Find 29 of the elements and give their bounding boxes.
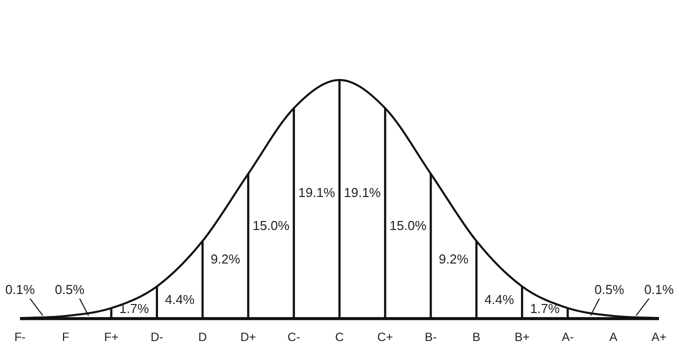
annotation: 9.2% [210, 251, 241, 266]
annotation: 0.1% [5, 282, 36, 298]
x-tick-label: B+ [514, 330, 530, 344]
annotation: 0.5% [594, 282, 625, 298]
x-tick-label: F- [14, 330, 26, 344]
x-tick-label: D+ [240, 330, 256, 344]
annotation: 15.0% [252, 218, 290, 233]
x-tick-label: C+ [377, 330, 393, 344]
x-tick-label: F [62, 330, 70, 344]
annotation: 4.4% [484, 292, 514, 307]
x-tick-label: A [609, 330, 618, 344]
annotation: 19.1% [298, 184, 336, 200]
annotation: 4.4% [164, 292, 195, 307]
x-tick-label: F+ [104, 330, 118, 344]
annotation: 9.2% [438, 251, 469, 266]
x-tick-label: D- [150, 330, 164, 344]
x-tick-label: D [198, 330, 208, 344]
x-tick-label: A+ [651, 330, 667, 344]
x-tick-label: A- [562, 330, 574, 344]
annotation: 19.1% [344, 184, 382, 200]
annotation: 1.7% [530, 301, 560, 316]
annotation: 15.0% [390, 218, 427, 233]
annotation: 1.7% [119, 301, 150, 316]
annotation: 0.5% [54, 282, 85, 298]
x-tick-label: B [472, 330, 480, 344]
annotation: 0.1% [644, 282, 674, 298]
x-tick-label: B- [424, 330, 437, 344]
x-tick-label: C- [288, 330, 300, 344]
x-tick-label: C [335, 330, 344, 344]
